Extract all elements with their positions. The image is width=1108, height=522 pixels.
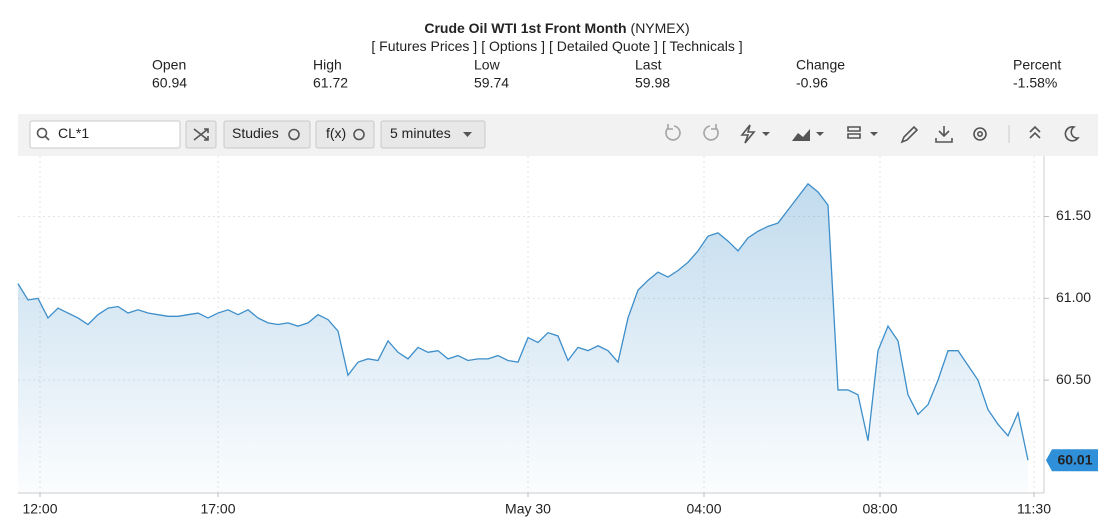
- collapse-icon[interactable]: [1029, 125, 1041, 139]
- quote-label: Change: [796, 57, 845, 73]
- search-icon: [44, 135, 50, 141]
- settings-icon[interactable]: [973, 127, 987, 141]
- dropdown-arrow: [463, 132, 472, 137]
- quote-label: Percent: [1013, 57, 1061, 73]
- link[interactable]: [ Technicals ]: [662, 38, 743, 54]
- link[interactable]: [ Futures Prices ]: [371, 38, 477, 54]
- last-price-label: 60.01: [1057, 451, 1092, 467]
- x-tick-label: 17:00: [200, 501, 235, 517]
- add-icon: [288, 128, 300, 141]
- x-tick-label: 12:00: [22, 501, 57, 517]
- dropdown-arrow: [762, 132, 770, 136]
- interval-button[interactable]: [380, 120, 486, 149]
- function-button[interactable]: [315, 120, 375, 149]
- y-tick-label: 60.50: [1056, 371, 1091, 387]
- quote-value: -1.58%: [1013, 75, 1057, 91]
- quote: Open 60.94 High 61.72 Low 59.74 Last 59.98 Chang…: [152, 57, 1061, 91]
- x-tick-label: 04:00: [686, 501, 721, 517]
- x-tick-label: 08:00: [862, 501, 897, 517]
- undo-icon[interactable]: [665, 124, 681, 141]
- add-icon: [353, 128, 365, 141]
- redo-icon[interactable]: [703, 124, 719, 141]
- line: [17, 182, 1029, 461]
- quote-label: Last: [635, 57, 662, 73]
- quote-value: 60.94: [152, 75, 187, 91]
- title-exchange: (NYMEX): [631, 20, 690, 36]
- compare-icon: [193, 128, 209, 141]
- dropdown-arrow: [870, 132, 878, 136]
- title: Crude Oil WTI 1st Front Month (NYMEX): [424, 20, 689, 36]
- theme-icon[interactable]: [1064, 126, 1080, 142]
- toolbar-icons: [665, 124, 1080, 144]
- settings-icon: [976, 131, 983, 138]
- draw-icon[interactable]: [740, 124, 756, 144]
- title-name: Crude Oil WTI 1st Front Month: [424, 20, 626, 36]
- studies-label: Studies: [232, 125, 279, 141]
- search-box[interactable]: [29, 120, 181, 149]
- area: [18, 183, 1028, 494]
- quote-value: -0.96: [796, 75, 828, 91]
- plot: 60.50 61.00 61.50 12:00 17:00 May 30 04:00 08:0…: [17, 156, 1098, 517]
- y-tick-label: 61.50: [1056, 207, 1091, 223]
- symbol: CL*1: [58, 125, 89, 141]
- quote-value: 61.72: [313, 75, 348, 91]
- download-icon[interactable]: [935, 126, 953, 143]
- last-price-tag: [1046, 449, 1098, 472]
- quote-value: 59.98: [635, 75, 670, 91]
- function-label: f(x): [326, 125, 346, 141]
- links: [ Futures Prices ][ Options ][ Detailed …: [371, 38, 742, 54]
- link[interactable]: [ Detailed Quote ]: [549, 38, 658, 54]
- quote-label: Open: [152, 57, 186, 73]
- quote-label: High: [313, 57, 342, 73]
- x-tick-label: May 30: [505, 501, 551, 517]
- search-icon: [36, 127, 48, 139]
- dropdown-arrow: [816, 132, 824, 136]
- x-tick-label: 11:30: [1017, 501, 1051, 517]
- layout-icon[interactable]: [847, 126, 861, 139]
- y-tick-label: 61.00: [1056, 289, 1091, 305]
- chart-type-icon[interactable]: [792, 129, 810, 141]
- studies-button[interactable]: [223, 120, 311, 149]
- link[interactable]: [ Options ]: [481, 38, 545, 54]
- annotate-icon[interactable]: [900, 125, 919, 144]
- quote-value: 59.74: [474, 75, 509, 91]
- quote-label: Low: [474, 57, 501, 73]
- interval-label: 5 minutes: [390, 125, 451, 141]
